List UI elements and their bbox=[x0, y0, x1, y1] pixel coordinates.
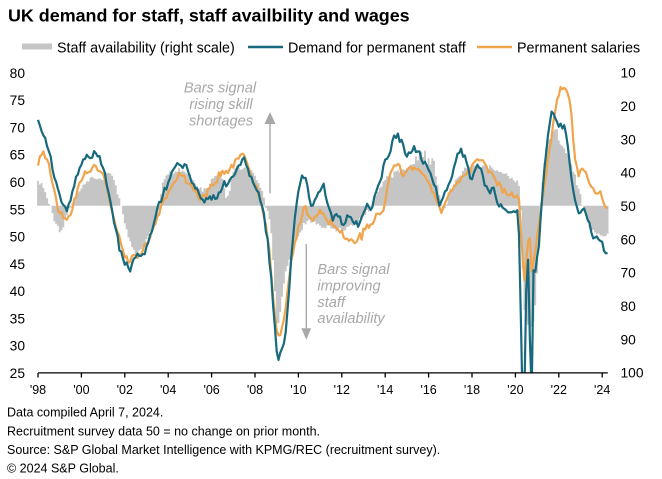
svg-text:55: 55 bbox=[10, 202, 26, 217]
svg-text:70: 70 bbox=[621, 266, 637, 281]
svg-text:25: 25 bbox=[10, 366, 26, 381]
svg-text:'20: '20 bbox=[507, 383, 523, 397]
svg-text:© 2024 S&P Global.: © 2024 S&P Global. bbox=[7, 462, 119, 476]
svg-text:'24: '24 bbox=[594, 383, 610, 397]
svg-text:'00: '00 bbox=[73, 383, 89, 397]
svg-text:80: 80 bbox=[10, 66, 26, 81]
svg-text:60: 60 bbox=[621, 232, 637, 247]
svg-text:Data compiled April 7, 2024.: Data compiled April 7, 2024. bbox=[7, 406, 163, 420]
svg-text:40: 40 bbox=[621, 166, 637, 181]
svg-text:80: 80 bbox=[621, 299, 637, 314]
svg-text:'22: '22 bbox=[551, 383, 567, 397]
svg-text:'10: '10 bbox=[290, 383, 306, 397]
svg-text:30: 30 bbox=[621, 132, 637, 147]
svg-text:'06: '06 bbox=[203, 383, 219, 397]
svg-text:Bars signal: Bars signal bbox=[184, 81, 257, 97]
svg-text:staff: staff bbox=[317, 295, 347, 311]
svg-text:'14: '14 bbox=[377, 383, 393, 397]
svg-text:UK demand for staff, staff ava: UK demand for staff, staff availbility a… bbox=[8, 6, 410, 26]
svg-text:'16: '16 bbox=[420, 383, 436, 397]
svg-text:shortages: shortages bbox=[189, 113, 253, 129]
svg-text:Recruitment survey data 50 = n: Recruitment survey data 50 = no change o… bbox=[7, 424, 320, 438]
svg-text:70: 70 bbox=[10, 120, 26, 135]
svg-text:Permanent salaries: Permanent salaries bbox=[517, 41, 640, 57]
svg-text:20: 20 bbox=[621, 99, 637, 114]
svg-text:60: 60 bbox=[10, 175, 26, 190]
svg-text:35: 35 bbox=[10, 311, 26, 326]
svg-text:50: 50 bbox=[10, 230, 26, 245]
svg-text:'04: '04 bbox=[160, 383, 176, 397]
svg-text:'08: '08 bbox=[247, 383, 263, 397]
svg-text:Source: S&P Global Market Inte: Source: S&P Global Market Intelligence w… bbox=[7, 443, 440, 457]
svg-text:50: 50 bbox=[621, 199, 637, 214]
svg-text:100: 100 bbox=[621, 366, 644, 381]
svg-text:75: 75 bbox=[10, 93, 26, 108]
svg-text:30: 30 bbox=[10, 339, 26, 354]
svg-text:rising skill: rising skill bbox=[189, 97, 253, 113]
svg-text:availability: availability bbox=[317, 311, 386, 327]
svg-text:Bars signal: Bars signal bbox=[317, 262, 390, 278]
svg-text:'02: '02 bbox=[117, 383, 133, 397]
svg-text:improving: improving bbox=[317, 278, 380, 294]
svg-text:90: 90 bbox=[621, 332, 637, 347]
svg-text:40: 40 bbox=[10, 284, 26, 299]
svg-text:45: 45 bbox=[10, 257, 26, 272]
svg-text:'18: '18 bbox=[464, 383, 480, 397]
svg-text:Staff availability (right scal: Staff availability (right scale) bbox=[57, 41, 235, 57]
svg-text:'98: '98 bbox=[30, 383, 46, 397]
svg-text:65: 65 bbox=[10, 148, 26, 163]
svg-text:10: 10 bbox=[621, 66, 637, 81]
svg-text:'12: '12 bbox=[334, 383, 350, 397]
svg-text:Demand for permanent staff: Demand for permanent staff bbox=[288, 41, 466, 57]
